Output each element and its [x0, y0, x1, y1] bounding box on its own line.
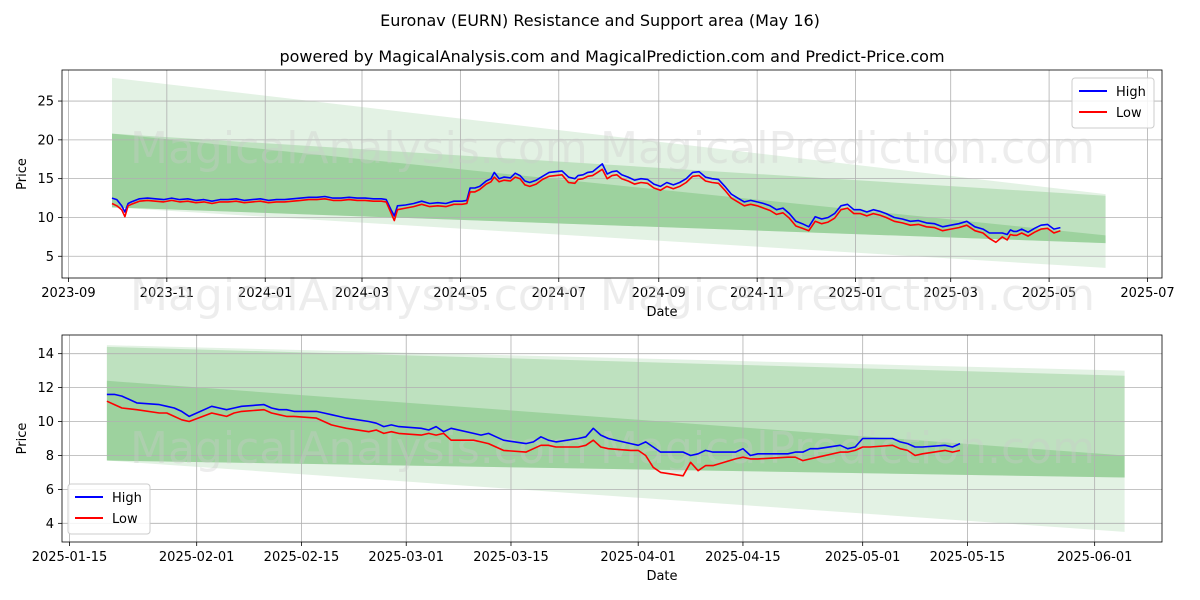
bottom-axes-frame: [61, 334, 1163, 543]
bottom-y-axis-label: Price: [15, 423, 30, 455]
top-x-tick-label: 2024-03: [335, 286, 389, 301]
top-x-tick-label: 2023-09: [41, 286, 95, 301]
bottom-y-tick-label: 12: [37, 381, 54, 396]
top-x-axis-label: Date: [646, 305, 677, 320]
top-watermark: MagicalPrediction.com: [600, 270, 1095, 321]
bottom-legend-label-high: High: [112, 491, 142, 506]
top-watermark: MagicalAnalysis.com: [130, 123, 588, 174]
top-band-dark: [112, 133, 1106, 244]
top-x-tick-label: 2024-11: [730, 286, 784, 301]
bottom-x-tick-label: 2025-04-01: [600, 550, 676, 565]
bottom-x-tick-label: 2025-03-15: [473, 550, 549, 565]
top-x-tick-label: 2025-05: [1022, 286, 1076, 301]
bottom-x-axis-label: Date: [646, 569, 677, 584]
bottom-series-low-line: [106, 400, 961, 477]
bottom-x-tick-label: 2025-06-01: [1057, 550, 1133, 565]
top-y-tick-label: 5: [46, 250, 54, 265]
top-x-tick-label: 2024-07: [532, 286, 586, 301]
bottom-x-tick-label: 2025-05-15: [930, 550, 1006, 565]
top-series-low-line: [111, 168, 1061, 244]
bottom-legend-label-low: Low: [112, 512, 138, 527]
chart-subtitle: powered by MagicalAnalysis.com and Magic…: [279, 47, 944, 66]
top-legend-label-high: High: [1116, 85, 1146, 100]
top-y-tick-label: 15: [37, 172, 54, 187]
top-axes-frame: [61, 69, 1163, 279]
chart-title: Euronav (EURN) Resistance and Support ar…: [380, 11, 820, 30]
bottom-y-tick-label: 8: [46, 449, 54, 464]
top-x-tick-label: 2024-05: [433, 286, 487, 301]
bottom-x-tick-label: 2025-04-15: [705, 550, 781, 565]
top-x-tick-label: 2025-03: [924, 286, 978, 301]
bottom-x-tick-label: 2025-02-15: [264, 550, 340, 565]
top-x-tick-label: 2024-01: [238, 286, 292, 301]
top-x-tick-label: 2024-09: [632, 286, 686, 301]
bottom-x-tick-label: 2025-01-15: [32, 550, 108, 565]
bottom-y-tick-label: 10: [37, 415, 54, 430]
bottom-y-tick-label: 14: [37, 347, 54, 362]
top-x-tick-label: 2023-11: [140, 286, 194, 301]
top-legend-label-low: Low: [1116, 106, 1142, 121]
top-panel: 2023-09 2023-11 2024-01 2024-03 2024-05 2024-…: [15, 69, 1175, 321]
bottom-series-high-line: [106, 393, 961, 457]
top-x-tick-label: 2025-01: [828, 286, 882, 301]
top-x-tick-label: 2025-07: [1120, 286, 1174, 301]
bottom-band-dark: [106, 380, 1125, 478]
bottom-x-tick-label: 2025-05-01: [825, 550, 901, 565]
bottom-y-tick-label: 4: [46, 517, 54, 532]
top-y-tick-label: 20: [37, 133, 54, 148]
top-series-high-line: [111, 163, 1061, 236]
top-y-tick-label: 10: [37, 211, 54, 226]
bottom-y-tick-label: 6: [46, 483, 54, 498]
bottom-panel: 2025-01-15 2025-02-01 2025-02-15 2025-03-01…: [15, 334, 1163, 584]
bottom-x-tick-label: 2025-02-01: [159, 550, 235, 565]
top-y-tick-label: 25: [37, 95, 54, 110]
bottom-watermark: MagicalAnalysis.com: [130, 423, 588, 474]
top-watermark: MagicalAnalysis.com: [130, 270, 588, 321]
top-y-axis-label: Price: [15, 158, 30, 190]
top-watermark: MagicalPrediction.com: [600, 123, 1095, 174]
bottom-x-tick-label: 2025-03-01: [368, 550, 444, 565]
